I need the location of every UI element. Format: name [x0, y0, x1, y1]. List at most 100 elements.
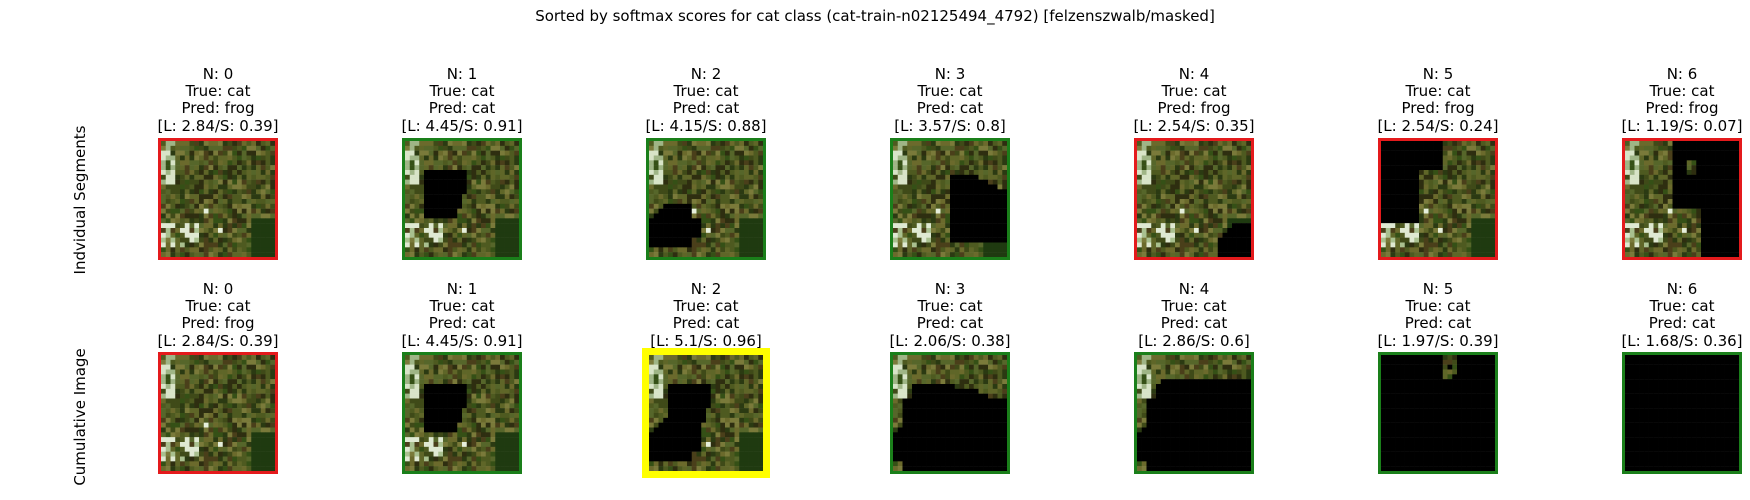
panel-index: N: 3 [934, 65, 966, 83]
panel-index: N: 5 [1422, 65, 1454, 83]
figure-title: Sorted by softmax scores for cat class (… [535, 7, 1215, 25]
true-label: True: cat [185, 297, 251, 316]
panel-index: N: 4 [1178, 65, 1210, 83]
panel-caption: N: 2 True: cat Pred: cat [L: 4.15/S: 0.88] [606, 65, 806, 135]
score-label: [L: 5.1/S: 0.96] [650, 331, 762, 350]
row-label: Cumulative Image [71, 348, 89, 486]
panel-index: N: 4 [1178, 280, 1210, 298]
score-label: [L: 1.19/S: 0.07] [1621, 116, 1743, 135]
prediction-label: Pred: frog [1401, 99, 1475, 118]
prediction-label: Pred: cat [916, 314, 984, 333]
score-label: [L: 4.45/S: 0.91] [401, 116, 523, 135]
panel-index: N: 5 [1422, 280, 1454, 298]
score-label: [L: 1.68/S: 0.36] [1621, 331, 1743, 350]
prediction-label: Pred: cat [672, 314, 740, 333]
panel-index: N: 0 [202, 280, 234, 298]
prediction-label: Pred: cat [916, 99, 984, 118]
segment-thumbnail [1622, 352, 1742, 474]
score-label: [L: 3.57/S: 0.8] [894, 116, 1006, 135]
panel-caption: N: 1 True: cat Pred: cat [L: 4.45/S: 0.91] [362, 280, 562, 350]
panel-index: N: 6 [1666, 280, 1698, 298]
thumbnail-image [1625, 355, 1739, 471]
panel-index: N: 3 [934, 280, 966, 298]
panel-caption: N: 0 True: cat Pred: frog [L: 2.84/S: 0.39] [118, 65, 318, 135]
prediction-label: Pred: cat [428, 99, 496, 118]
panel-caption: N: 3 True: cat Pred: cat [L: 2.06/S: 0.38] [850, 280, 1050, 350]
thumbnail-image [161, 355, 275, 471]
score-label: [L: 2.84/S: 0.39] [157, 331, 279, 350]
true-label: True: cat [917, 82, 983, 101]
segment-thumbnail [402, 352, 522, 474]
segment-thumbnail [1622, 138, 1742, 260]
score-label: [L: 2.06/S: 0.38] [889, 331, 1011, 350]
true-label: True: cat [917, 297, 983, 316]
true-label: True: cat [673, 297, 739, 316]
panel-caption: N: 5 True: cat Pred: cat [L: 1.97/S: 0.39] [1338, 280, 1538, 350]
true-label: True: cat [1405, 82, 1471, 101]
prediction-label: Pred: cat [1160, 314, 1228, 333]
panel-index: N: 1 [446, 280, 478, 298]
panel-caption: N: 6 True: cat Pred: cat [L: 1.68/S: 0.36] [1582, 280, 1750, 350]
thumbnail-image [893, 141, 1007, 257]
prediction-label: Pred: frog [181, 314, 255, 333]
true-label: True: cat [1161, 82, 1227, 101]
segment-thumbnail [158, 138, 278, 260]
thumbnail-image [405, 355, 519, 471]
prediction-label: Pred: cat [1404, 314, 1472, 333]
segment-thumbnail [890, 138, 1010, 260]
prediction-label: Pred: cat [1648, 314, 1716, 333]
score-label: [L: 2.54/S: 0.35] [1133, 116, 1255, 135]
prediction-label: Pred: cat [672, 99, 740, 118]
thumbnail-image [893, 355, 1007, 471]
thumbnail-image [1625, 141, 1739, 257]
panel-caption: N: 6 True: cat Pred: frog [L: 1.19/S: 0.07] [1582, 65, 1750, 135]
true-label: True: cat [1161, 297, 1227, 316]
thumbnail-image [161, 141, 275, 257]
score-label: [L: 2.54/S: 0.24] [1377, 116, 1499, 135]
thumbnail-image [1381, 141, 1495, 257]
true-label: True: cat [429, 82, 495, 101]
true-label: True: cat [1405, 297, 1471, 316]
score-label: [L: 2.86/S: 0.6] [1138, 331, 1250, 350]
panel-index: N: 1 [446, 65, 478, 83]
prediction-label: Pred: frog [1157, 99, 1231, 118]
true-label: True: cat [1649, 297, 1715, 316]
true-label: True: cat [673, 82, 739, 101]
row-label: Indvidual Segments [71, 125, 89, 275]
segment-thumbnail [1134, 352, 1254, 474]
panel-index: N: 2 [690, 280, 722, 298]
panel-caption: N: 1 True: cat Pred: cat [L: 4.45/S: 0.91] [362, 65, 562, 135]
prediction-label: Pred: frog [181, 99, 255, 118]
segment-thumbnail [1378, 138, 1498, 260]
thumbnail-image [405, 141, 519, 257]
thumbnail-image [649, 355, 763, 471]
panel-index: N: 6 [1666, 65, 1698, 83]
panel-caption: N: 2 True: cat Pred: cat [L: 5.1/S: 0.96] [606, 280, 806, 350]
panel-caption: N: 3 True: cat Pred: cat [L: 3.57/S: 0.8] [850, 65, 1050, 135]
panel-caption: N: 0 True: cat Pred: frog [L: 2.84/S: 0.39] [118, 280, 318, 350]
segment-thumbnail [646, 138, 766, 260]
thumbnail-image [1381, 355, 1495, 471]
segment-thumbnail [890, 352, 1010, 474]
segment-thumbnail [1378, 352, 1498, 474]
panel-index: N: 0 [202, 65, 234, 83]
panel-index: N: 2 [690, 65, 722, 83]
panel-caption: N: 4 True: cat Pred: frog [L: 2.54/S: 0.35] [1094, 65, 1294, 135]
score-label: [L: 4.15/S: 0.88] [645, 116, 767, 135]
thumbnail-image [649, 141, 763, 257]
thumbnail-image [1137, 355, 1251, 471]
true-label: True: cat [429, 297, 495, 316]
score-label: [L: 4.45/S: 0.91] [401, 331, 523, 350]
segment-thumbnail [642, 348, 770, 478]
panel-caption: N: 5 True: cat Pred: frog [L: 2.54/S: 0.24] [1338, 65, 1538, 135]
true-label: True: cat [1649, 82, 1715, 101]
thumbnail-image [1137, 141, 1251, 257]
true-label: True: cat [185, 82, 251, 101]
score-label: [L: 2.84/S: 0.39] [157, 116, 279, 135]
prediction-label: Pred: cat [428, 314, 496, 333]
prediction-label: Pred: frog [1645, 99, 1719, 118]
segment-thumbnail [402, 138, 522, 260]
segment-thumbnail [158, 352, 278, 474]
score-label: [L: 1.97/S: 0.39] [1377, 331, 1499, 350]
panel-caption: N: 4 True: cat Pred: cat [L: 2.86/S: 0.6] [1094, 280, 1294, 350]
